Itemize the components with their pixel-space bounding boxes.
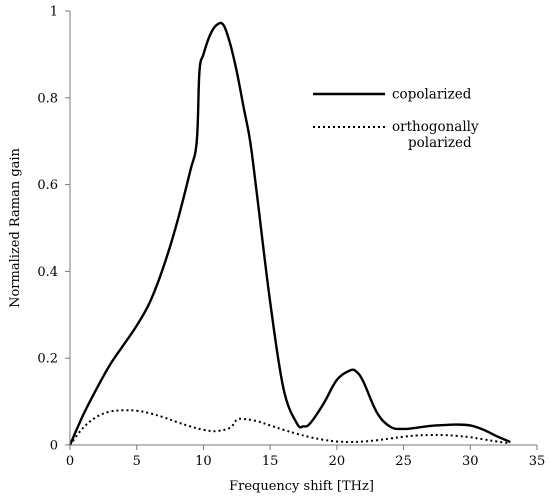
y-tick-label: 0.6 bbox=[37, 178, 58, 193]
x-tick-label: 35 bbox=[529, 454, 546, 469]
x-tick-label: 25 bbox=[395, 454, 412, 469]
y-tick-label: 0.8 bbox=[37, 91, 58, 106]
x-tick-label: 15 bbox=[262, 454, 279, 469]
y-tick-label: 0.4 bbox=[37, 265, 58, 280]
y-tick-label: 1 bbox=[50, 5, 58, 20]
x-axis-title: Frequency shift [THz] bbox=[229, 479, 374, 494]
x-tick-label: 5 bbox=[133, 454, 141, 469]
legend-label-orthogonally-line2: polarized bbox=[408, 135, 472, 151]
legend-label-copolarized: copolarized bbox=[392, 87, 472, 103]
series-layer bbox=[68, 21, 511, 446]
x-tick-label: 30 bbox=[462, 454, 479, 469]
y-tick-label: 0.2 bbox=[37, 352, 58, 367]
y-tick-label: 0 bbox=[50, 439, 58, 454]
legend-label-orthogonally-line1: orthogonally bbox=[392, 119, 479, 135]
y-axis-title: Normalized Raman gain bbox=[8, 147, 23, 307]
x-tick-label: 0 bbox=[66, 454, 74, 469]
series-line-copolarized bbox=[68, 21, 511, 446]
series-line-orthogonally-polarized bbox=[69, 409, 511, 446]
legend: copolarized orthogonally polarized bbox=[313, 87, 479, 151]
axes-layer: 0 5 10 15 20 25 30 35 0 0.2 0.4 0.6 0.8 1 bbox=[37, 5, 545, 470]
x-tick-label: 20 bbox=[329, 454, 346, 469]
x-tick-label: 10 bbox=[195, 454, 212, 469]
